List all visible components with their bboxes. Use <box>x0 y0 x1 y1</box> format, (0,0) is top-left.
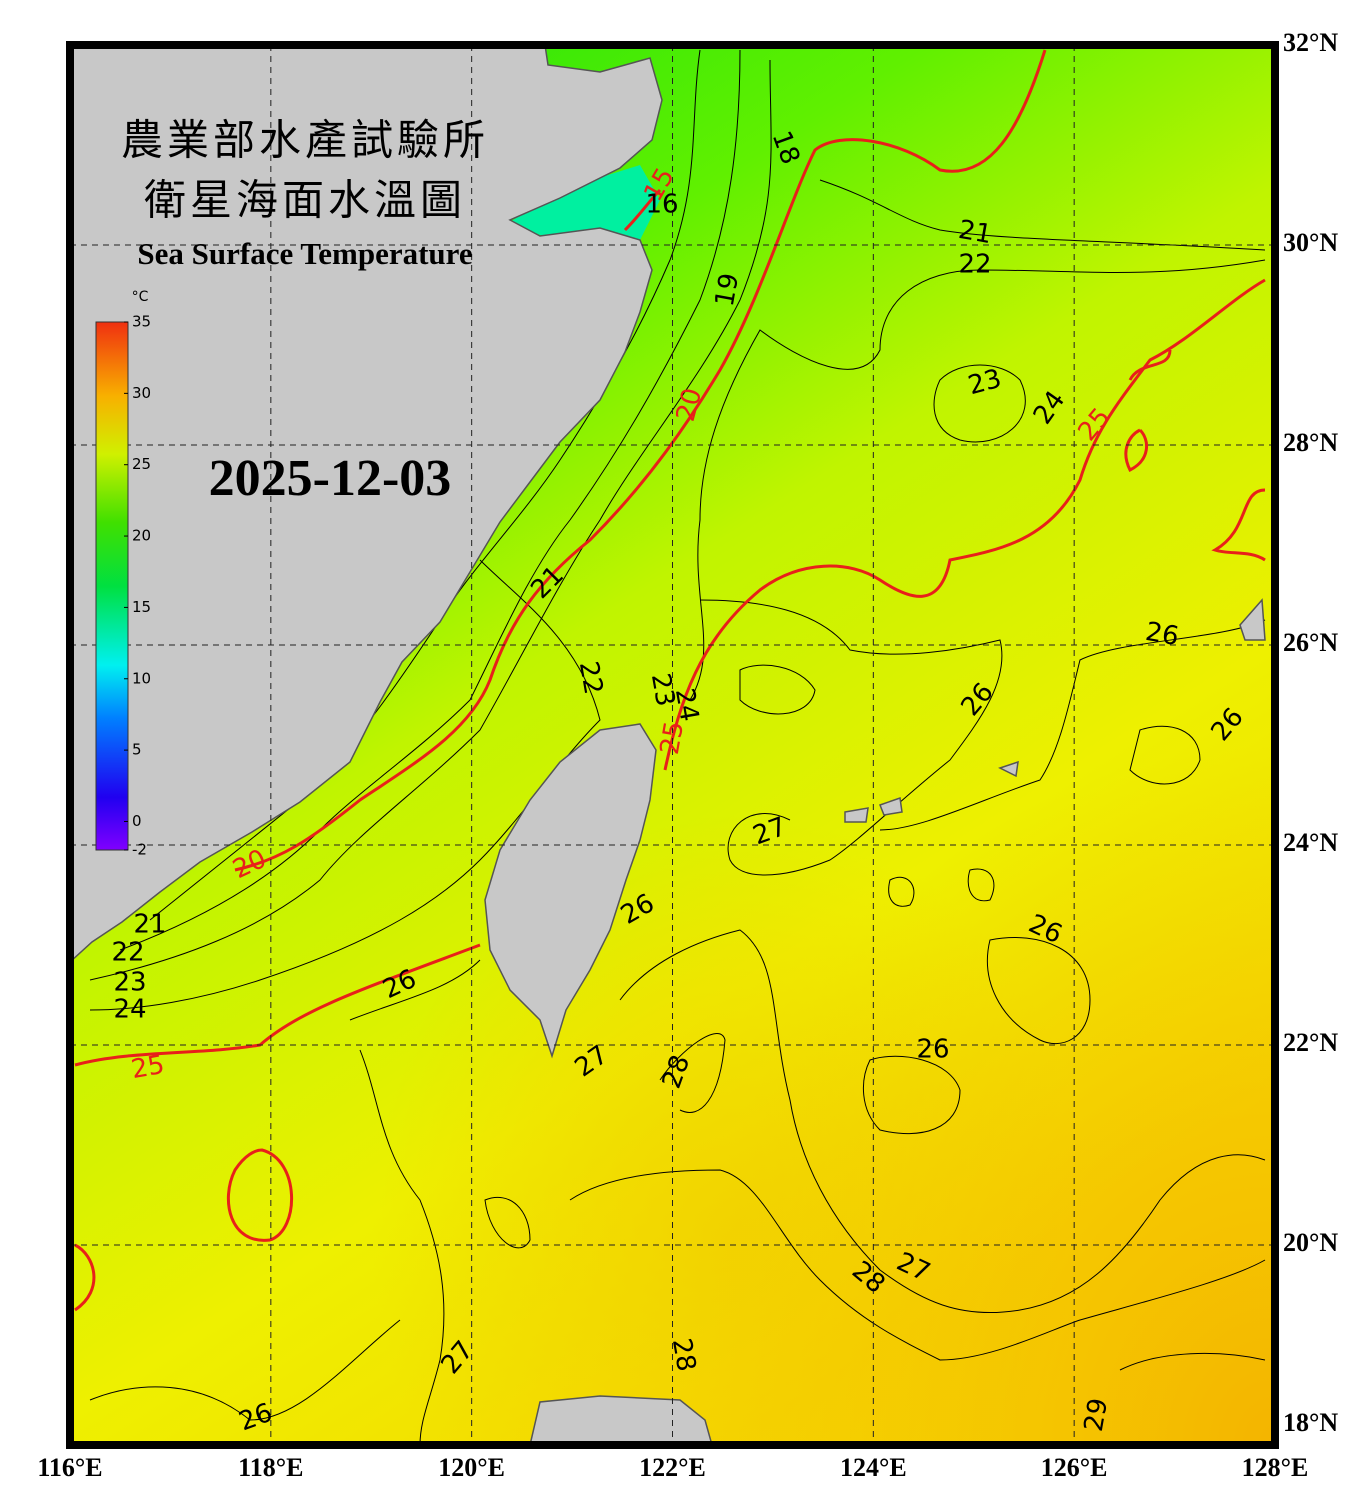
contour-label: 25 <box>655 719 690 757</box>
contour-label: 23 <box>645 671 680 709</box>
axis-labels: 116°E 118°E 120°E 122°E 124°E 126°E 128°E 32°N 3… <box>37 28 1338 1482</box>
contour-label: 19 <box>710 271 745 309</box>
lon-tick-label: 120°E <box>438 1453 505 1482</box>
lat-tick-label: 20°N <box>1283 1228 1338 1257</box>
lat-tick-label: 26°N <box>1283 628 1338 657</box>
contour-label: 25 <box>129 1050 167 1085</box>
contour-label: 26 <box>1143 617 1181 652</box>
china-mainland <box>70 45 663 964</box>
colorbar-ticks: 35 30 25 20 15 10 5 0 -2 <box>124 313 151 859</box>
contour-label: 21 <box>133 910 166 940</box>
lon-tick-label: 126°E <box>1041 1453 1108 1482</box>
colorbar-unit: °C <box>132 289 149 305</box>
map-frame <box>66 41 1279 1449</box>
contour-label: 29 <box>1079 1396 1114 1434</box>
lon-tick-label: 116°E <box>37 1453 102 1482</box>
contour-label: 22 <box>958 250 991 280</box>
lon-tick-label: 128°E <box>1242 1453 1309 1482</box>
title-zh: 衛星海面水溫圖 <box>144 179 466 225</box>
colorbar-tick-label: 0 <box>132 812 142 830</box>
title-zh: 農業部水產試驗所 <box>121 118 489 165</box>
date: 2025-12-03 <box>209 450 452 507</box>
lat-tick-label: 24°N <box>1283 828 1338 857</box>
contour-label: 28 <box>666 1336 701 1374</box>
colorbar <box>95 321 129 851</box>
contour-label: 22 <box>573 659 608 697</box>
graticule <box>70 45 1275 1445</box>
taiwan <box>484 723 657 1059</box>
contour-label: 26 <box>916 1035 949 1065</box>
contour-label: 22 <box>111 938 144 968</box>
lat-tick-label: 22°N <box>1283 1028 1338 1057</box>
lon-tick-label: 122°E <box>639 1453 706 1482</box>
luzon <box>529 1395 713 1445</box>
estuary <box>510 165 660 240</box>
contour-label: 24 <box>113 995 146 1025</box>
lat-tick-label: 32°N <box>1283 28 1338 57</box>
colorbar-tick-label: 20 <box>132 527 151 545</box>
title-en: Sea Surface Temperature <box>137 236 472 271</box>
colorbar-tick-label: 10 <box>132 669 151 687</box>
colorbar-tick-label: 5 <box>132 741 142 759</box>
contour-label: 21 <box>956 215 994 250</box>
ryukyu-islands <box>844 598 1266 823</box>
colorbar-tick-label: 35 <box>132 313 151 331</box>
colorbar-tick-label: -2 <box>132 841 147 859</box>
contour-label: 23 <box>113 968 146 998</box>
colorbar-tick-label: 25 <box>132 455 151 473</box>
contour-label: 24 <box>669 686 704 724</box>
lat-tick-label: 30°N <box>1283 228 1338 257</box>
contour-label: 16 <box>645 190 678 220</box>
lat-tick-label: 18°N <box>1283 1408 1338 1437</box>
lat-tick-label: 28°N <box>1283 428 1338 457</box>
colorbar-tick-label: 15 <box>132 598 151 616</box>
colorbar-tick-label: 30 <box>132 384 151 402</box>
lon-tick-label: 118°E <box>238 1453 303 1482</box>
lon-tick-label: 124°E <box>840 1453 907 1482</box>
